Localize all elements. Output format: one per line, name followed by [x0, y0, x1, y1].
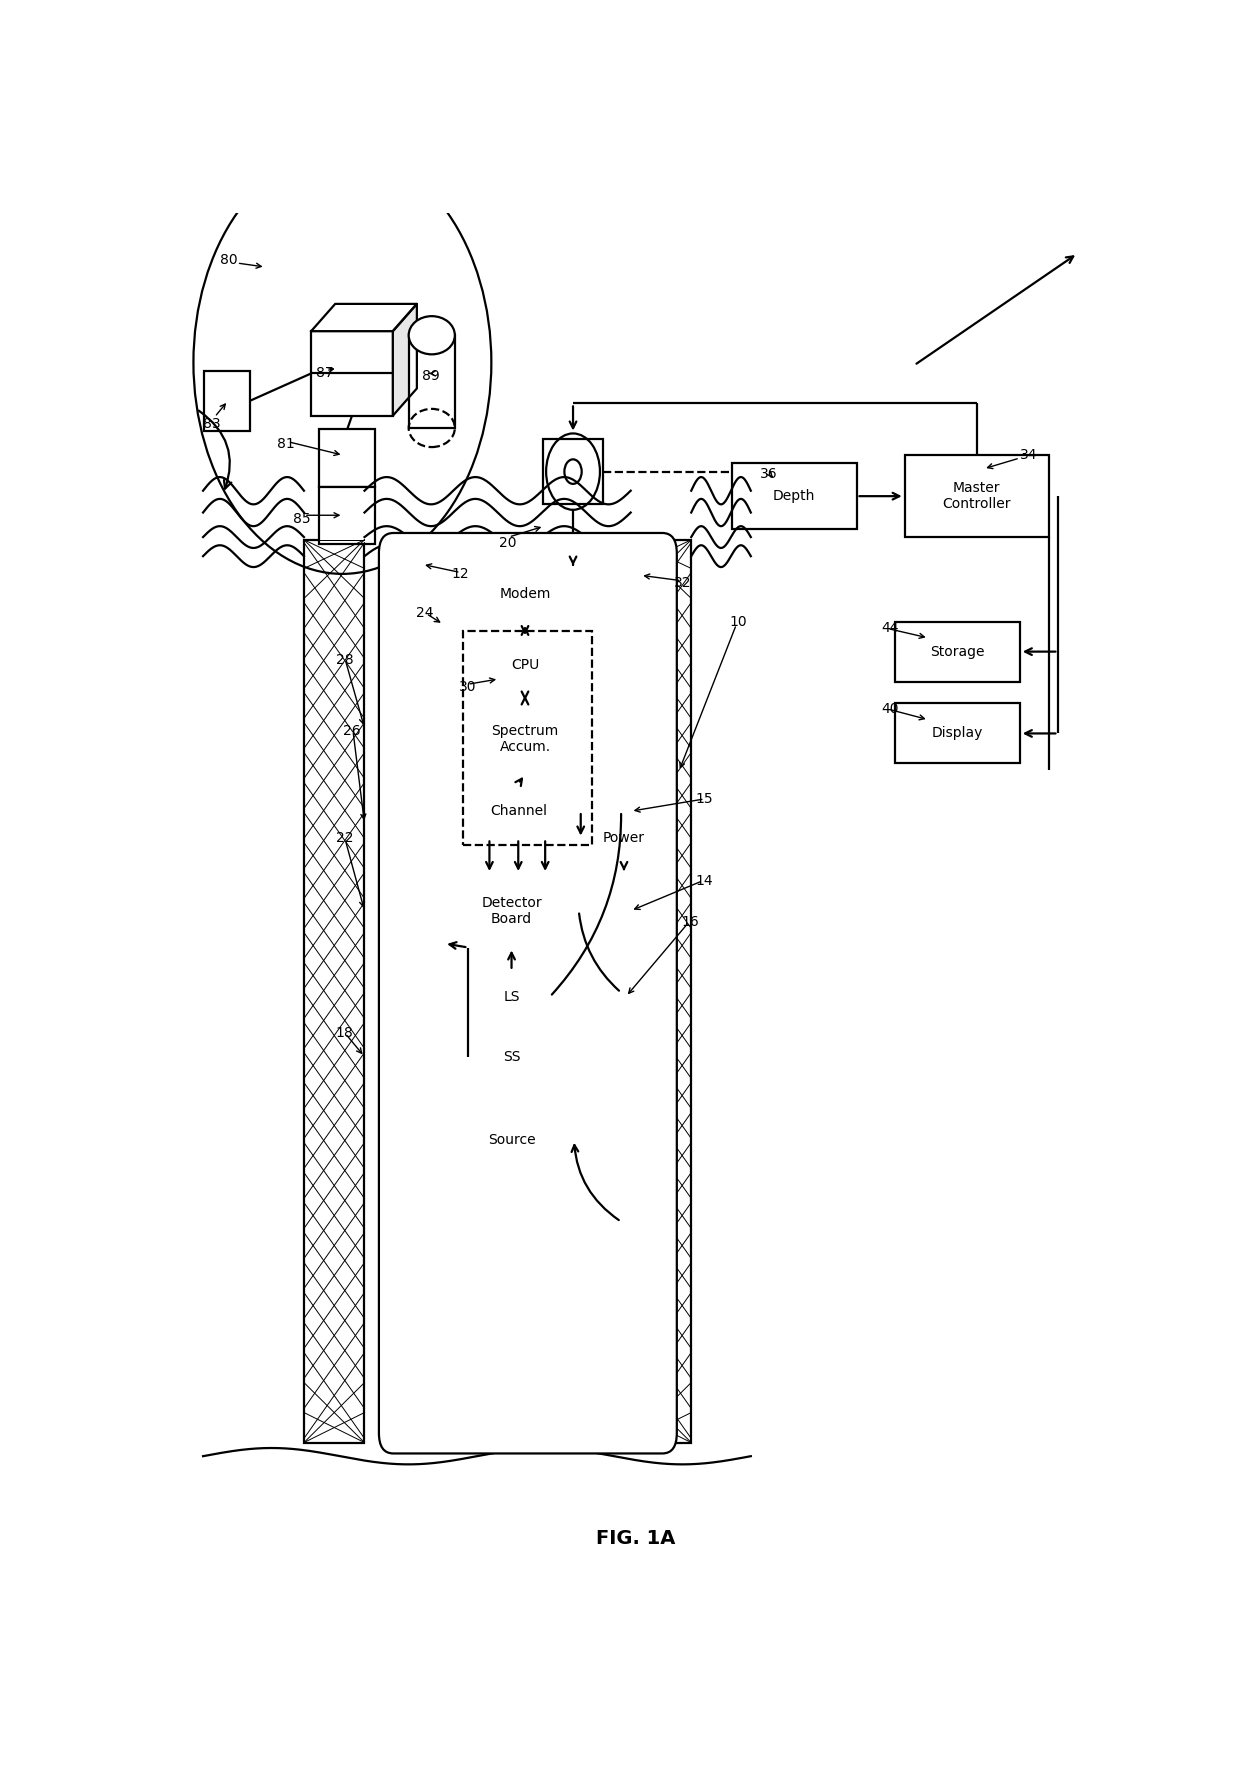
- FancyBboxPatch shape: [449, 1112, 574, 1167]
- Text: 15: 15: [696, 792, 713, 806]
- FancyBboxPatch shape: [543, 439, 603, 505]
- Text: Spectrum
Accum.: Spectrum Accum.: [491, 724, 558, 754]
- FancyBboxPatch shape: [463, 703, 588, 774]
- Text: CPU: CPU: [511, 659, 539, 673]
- FancyBboxPatch shape: [320, 487, 374, 544]
- FancyBboxPatch shape: [205, 370, 250, 430]
- Text: 28: 28: [336, 653, 353, 668]
- Text: 34: 34: [1019, 448, 1038, 462]
- Text: 36: 36: [760, 468, 777, 482]
- FancyBboxPatch shape: [311, 331, 393, 416]
- Text: 85: 85: [294, 512, 311, 526]
- FancyBboxPatch shape: [409, 335, 455, 429]
- Text: Master
Controller: Master Controller: [942, 482, 1011, 512]
- Text: Storage: Storage: [930, 645, 985, 659]
- Text: 30: 30: [459, 680, 476, 694]
- Text: LS: LS: [503, 990, 520, 1004]
- Text: 81: 81: [277, 437, 295, 452]
- Text: Power: Power: [603, 831, 645, 845]
- FancyBboxPatch shape: [732, 464, 857, 530]
- FancyBboxPatch shape: [456, 785, 580, 838]
- FancyBboxPatch shape: [475, 638, 575, 692]
- Text: Display: Display: [931, 726, 983, 740]
- Text: 20: 20: [498, 535, 517, 549]
- FancyBboxPatch shape: [304, 540, 365, 1443]
- Text: 40: 40: [882, 701, 899, 715]
- Text: 12: 12: [451, 567, 469, 581]
- Text: Modem: Modem: [500, 588, 551, 602]
- Text: 18: 18: [336, 1027, 353, 1040]
- FancyBboxPatch shape: [631, 540, 691, 1443]
- Text: Source: Source: [487, 1133, 536, 1148]
- Text: Channel: Channel: [490, 804, 547, 818]
- Text: 24: 24: [417, 606, 434, 620]
- FancyBboxPatch shape: [320, 429, 374, 487]
- Text: 89: 89: [422, 368, 440, 383]
- Text: SS: SS: [502, 1050, 521, 1064]
- Text: 14: 14: [696, 873, 713, 887]
- FancyBboxPatch shape: [580, 811, 667, 866]
- Text: Detector
Board: Detector Board: [481, 896, 542, 926]
- Text: 10: 10: [729, 615, 748, 629]
- Text: Depth: Depth: [773, 489, 815, 503]
- Text: 32: 32: [675, 576, 692, 590]
- Polygon shape: [311, 305, 417, 331]
- FancyBboxPatch shape: [895, 622, 1019, 682]
- Text: 87: 87: [316, 367, 334, 381]
- Ellipse shape: [409, 317, 455, 354]
- FancyBboxPatch shape: [444, 873, 579, 947]
- Text: 80: 80: [221, 253, 238, 267]
- FancyBboxPatch shape: [379, 533, 677, 1454]
- Polygon shape: [393, 305, 417, 416]
- Text: 26: 26: [343, 724, 361, 739]
- Text: 22: 22: [336, 831, 353, 845]
- Text: 44: 44: [882, 622, 899, 636]
- FancyBboxPatch shape: [474, 971, 551, 1022]
- FancyBboxPatch shape: [895, 703, 1019, 763]
- Text: FIG. 1A: FIG. 1A: [595, 1528, 676, 1548]
- Text: 83: 83: [203, 416, 221, 430]
- FancyBboxPatch shape: [463, 565, 588, 623]
- Text: 16: 16: [682, 914, 699, 928]
- FancyBboxPatch shape: [905, 455, 1049, 537]
- FancyBboxPatch shape: [474, 1031, 551, 1082]
